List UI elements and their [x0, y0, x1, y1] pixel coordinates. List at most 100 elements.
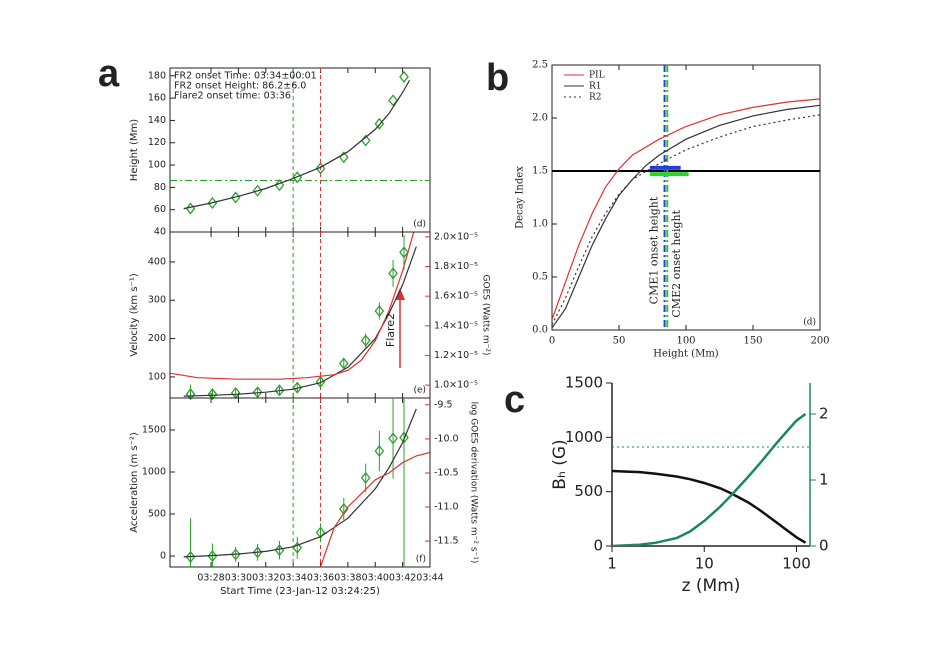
x-tick-label: 10: [695, 555, 714, 573]
y-axis-label: Acceleration (m s⁻²): [129, 432, 140, 533]
data-point: [252, 184, 263, 197]
y-tick-label: 60: [154, 204, 166, 215]
y2-tick-label: 2.0×10⁻⁵: [434, 231, 478, 242]
y2-tick-label: -11.0: [434, 502, 459, 513]
y-tick-label: 40: [154, 227, 166, 238]
data-line: [183, 246, 417, 397]
annotation: FR2 onset Height: 86.2±6.0: [174, 81, 306, 92]
x-tick-label: 1: [607, 555, 617, 573]
y-tick-label: 300: [148, 295, 166, 306]
y-tick-label: 0.5: [532, 272, 548, 283]
data-point: [374, 304, 385, 318]
data-line: [183, 408, 417, 558]
x-tick-label: 03:28: [197, 573, 224, 584]
data-point: [399, 70, 409, 83]
x-axis-label: Height (Mm): [653, 349, 718, 360]
annotation: Flare2 onset time: 03:36: [174, 91, 291, 102]
data-point: [292, 381, 303, 394]
onset-label: CME1 onset height: [648, 196, 661, 304]
data-point: [388, 267, 398, 280]
data-line: [552, 104, 820, 329]
data-point: [230, 548, 241, 561]
data-point: [274, 179, 285, 192]
data-point: [315, 375, 326, 388]
plot-frame: [551, 64, 821, 331]
y-tick-label: 200: [148, 333, 166, 344]
panel: 0.0 0.5 1.0 1.5 2.0 2.5 0 50 100 150 200 CME1 onset…: [486, 57, 830, 359]
legend-label: PIL: [589, 71, 605, 81]
panel-tag: (e): [413, 386, 426, 396]
y-tick-label: 1.0: [532, 219, 548, 230]
y-tick-label: 400: [148, 256, 166, 267]
y2-tick-label: -11.5: [434, 536, 459, 547]
y-tick-label: 1000: [142, 466, 166, 477]
data-line: [552, 114, 820, 325]
data-point: [274, 384, 285, 397]
data-point: [315, 162, 326, 175]
data-line: [319, 451, 430, 567]
data-point: [360, 471, 371, 484]
y-tick-label: 1.5: [532, 166, 548, 177]
x-tick-label: 100: [782, 555, 811, 573]
x-tick-label: 03:32: [252, 573, 279, 584]
data-point: [252, 386, 263, 399]
x-tick-label: 50: [613, 336, 626, 347]
x-tick-label: 03:34: [279, 573, 306, 584]
data-line: [183, 80, 411, 210]
y-tick-label: 140: [148, 115, 166, 126]
y-tick-label: 160: [148, 93, 166, 104]
y-tick-label: 1500: [565, 374, 603, 392]
plot-frame: [169, 397, 431, 568]
y-tick-label: 1500: [142, 424, 166, 435]
x-tick-label: 03:38: [334, 573, 361, 584]
panel-letter: b: [486, 57, 509, 99]
data-point: [388, 94, 398, 107]
y2-tick-label: -9.5: [434, 399, 453, 410]
data-point: [399, 431, 409, 444]
data-line: [552, 98, 820, 320]
panel-tag: (d): [803, 317, 816, 328]
data-line: [612, 412, 807, 546]
y-axis-label: Velocity (km s⁻¹): [129, 273, 140, 357]
x-tick-label: 03:30: [225, 573, 252, 584]
y-tick-label: 0.0: [532, 325, 548, 336]
annotation: Flare2: [384, 313, 397, 347]
y2-axis-label: GOES (Watts m⁻²): [481, 275, 491, 356]
y2-tick-label: -10.0: [434, 433, 459, 444]
y-axis-label: Bₕ (G): [550, 439, 570, 489]
y2-tick-label: -10.5: [434, 467, 459, 478]
data-point: [252, 546, 263, 559]
y2-tick-label: 1: [819, 471, 829, 489]
x-axis-label: Start Time (23-Jan-12 03:24:25): [220, 586, 380, 597]
y-tick-label: 100: [148, 371, 166, 382]
x-tick-label: 0: [549, 336, 555, 347]
data-point: [388, 432, 398, 445]
y-tick-label: 120: [148, 137, 166, 148]
panel-tag: (d): [413, 220, 426, 230]
onset-label: CME2 onset height: [670, 209, 683, 317]
x-tick-label: 03:42: [389, 573, 416, 584]
data-point: [185, 202, 196, 215]
data-point: [360, 334, 371, 347]
data-point: [315, 526, 326, 539]
y-tick-label: 2.5: [532, 60, 548, 71]
panel: 100 200 300 400 1.0×10⁻⁵ 1.2×10⁻⁵ 1.4×10⁻⁵ 1.6×…: [129, 231, 491, 401]
panel-tag: (f): [416, 555, 426, 565]
x-tick-label: 200: [810, 336, 829, 347]
legend-label: R2: [589, 93, 602, 103]
y-tick-label: 1000: [565, 428, 603, 446]
data-point: [207, 550, 218, 563]
y-tick-label: 0: [593, 537, 603, 555]
panel-letter: c: [504, 379, 525, 421]
y-tick-label: 180: [148, 70, 166, 81]
panel: 40 60 80 100 120 140 160 180 Height (Mm) (d) FR2 o…: [98, 53, 431, 238]
x-tick-label: 03:36: [307, 573, 334, 584]
data-point: [207, 388, 218, 401]
panel-letter: a: [98, 53, 120, 95]
y-axis-label: Decay Index: [515, 166, 526, 229]
y2-tick-label: 1.0×10⁻⁵: [434, 380, 478, 391]
x-axis-label: z (Mm): [682, 576, 741, 596]
data-point: [207, 196, 218, 210]
data-line: [170, 232, 415, 380]
